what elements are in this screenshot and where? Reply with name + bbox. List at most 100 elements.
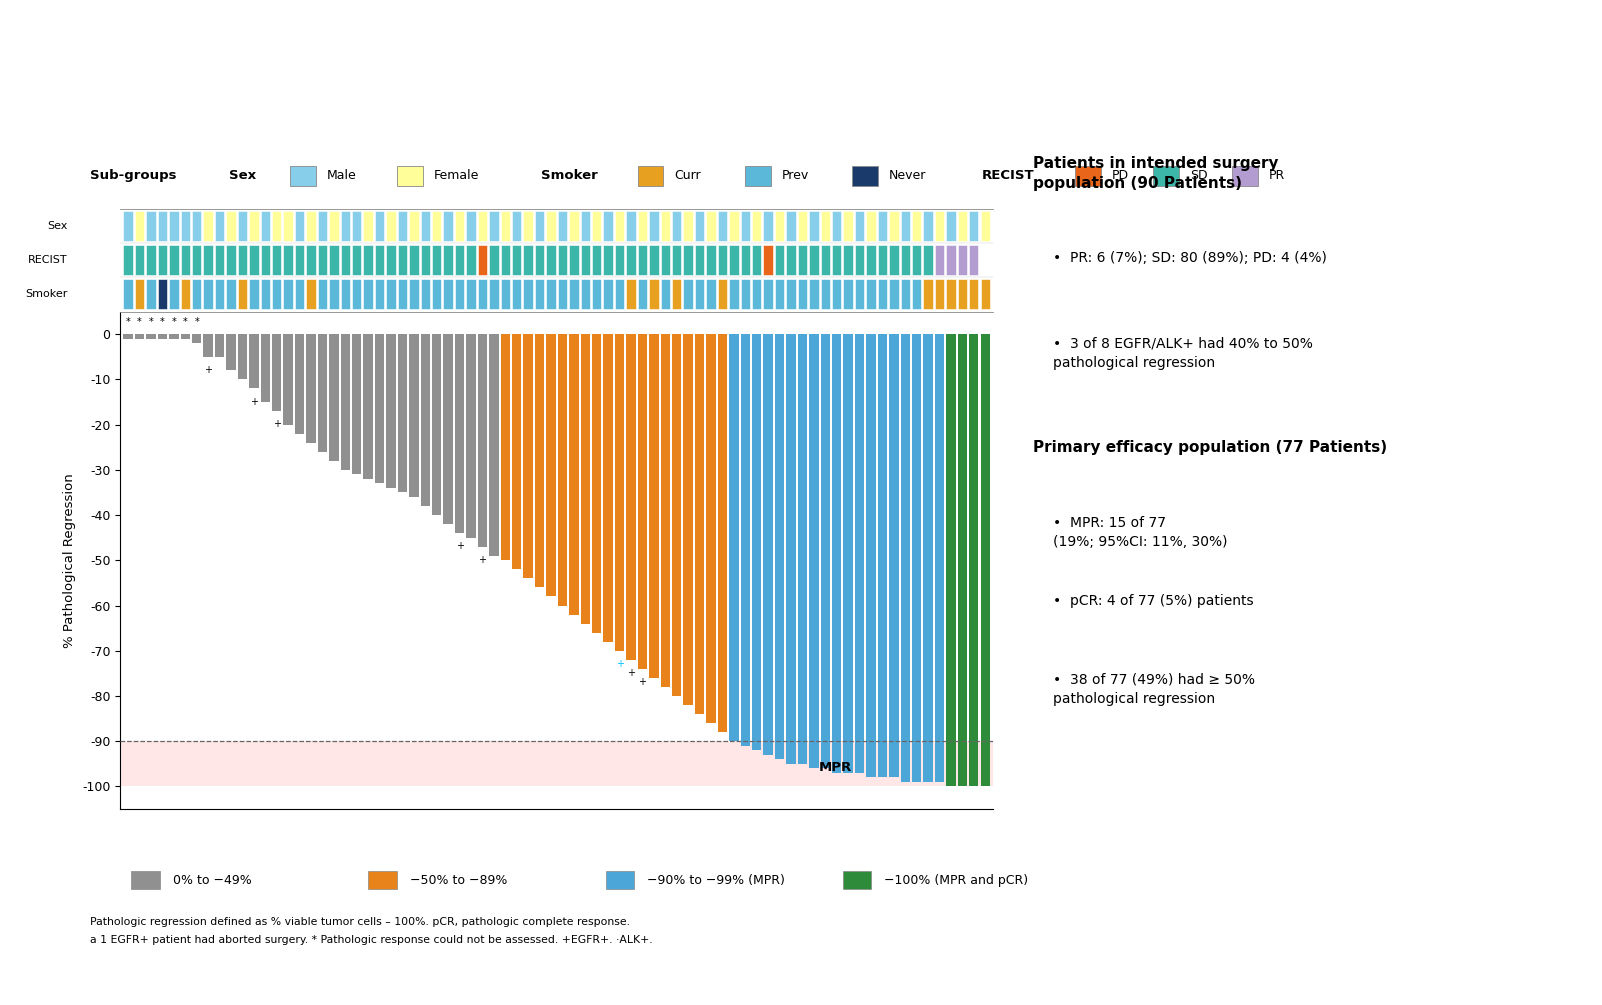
Bar [546,245,556,275]
Bar [181,334,191,339]
Bar [947,334,956,786]
Bar [958,211,968,241]
Bar [455,245,465,275]
Bar [684,211,692,241]
Bar [557,211,567,241]
Bar [580,279,590,310]
Bar [328,334,338,460]
Text: +: + [479,555,487,565]
Bar [306,211,316,241]
Bar [524,279,533,310]
Bar [764,211,772,241]
Bar [352,334,362,474]
Bar [215,245,224,275]
Text: Smoker: Smoker [541,170,598,182]
Bar [718,334,727,732]
Bar [341,245,349,275]
Bar [328,211,338,241]
Bar [580,211,590,241]
Bar [615,279,625,310]
Bar [341,279,349,310]
Bar [764,334,772,755]
Bar [969,245,979,275]
Bar [569,334,578,614]
Bar [364,245,373,275]
Bar [181,279,191,310]
Bar [513,279,521,310]
Bar [787,211,796,241]
Bar [192,245,202,275]
Bar [120,741,993,786]
Bar [787,334,796,764]
Bar [889,334,899,777]
Bar [775,334,785,760]
Bar [226,245,235,275]
Bar [386,279,396,310]
Bar [969,211,979,241]
Bar [751,279,761,310]
Bar [626,211,636,241]
Bar [775,279,785,310]
Bar [820,245,830,275]
Bar [855,211,863,241]
Bar [261,245,271,275]
Bar [535,279,545,310]
Bar [284,211,293,241]
Bar [557,245,567,275]
Bar [604,334,614,641]
Bar [878,211,888,241]
Bar [524,211,533,241]
Bar [878,279,888,310]
Bar [170,211,178,241]
Bar [580,245,590,275]
Bar [192,211,202,241]
Bar [524,334,533,578]
Y-axis label: % Pathological Regression: % Pathological Regression [64,473,77,647]
Bar [328,245,338,275]
Bar [798,245,807,275]
Text: Primary efficacy population (77 Patients): Primary efficacy population (77 Patients… [1033,440,1387,455]
Text: Sub-groups: Sub-groups [90,170,176,182]
Bar [809,211,819,241]
Bar [444,334,453,524]
Y-axis label: Smoker: Smoker [26,289,67,299]
Bar [660,245,670,275]
Bar [923,245,932,275]
Bar [466,279,476,310]
Bar [546,334,556,596]
Bar [615,334,625,651]
Bar [226,334,235,370]
Bar [843,334,852,773]
Bar [878,245,888,275]
Bar [626,334,636,659]
Bar [535,334,545,587]
Bar [295,334,304,434]
Bar [364,279,373,310]
Text: +: + [455,542,463,552]
Bar [615,245,625,275]
Bar [947,211,956,241]
Bar [923,211,932,241]
Bar [261,334,271,402]
Bar [947,245,956,275]
Bar [489,211,498,241]
Bar [466,334,476,538]
Bar [706,334,716,723]
Bar [604,279,614,310]
Bar [969,279,979,310]
Bar [226,211,235,241]
Bar [660,279,670,310]
Bar [421,211,429,241]
Bar [900,245,910,275]
Bar [306,245,316,275]
Bar [695,279,705,310]
Text: *: * [160,318,165,328]
Bar [638,279,647,310]
Text: a 1 EGFR+ patient had aborted surgery. * Pathologic response could not be assess: a 1 EGFR+ patient had aborted surgery. *… [90,935,652,945]
Bar [477,211,487,241]
Bar [671,279,681,310]
Bar [936,211,944,241]
Bar [695,245,705,275]
Bar [809,245,819,275]
Bar [649,334,658,677]
